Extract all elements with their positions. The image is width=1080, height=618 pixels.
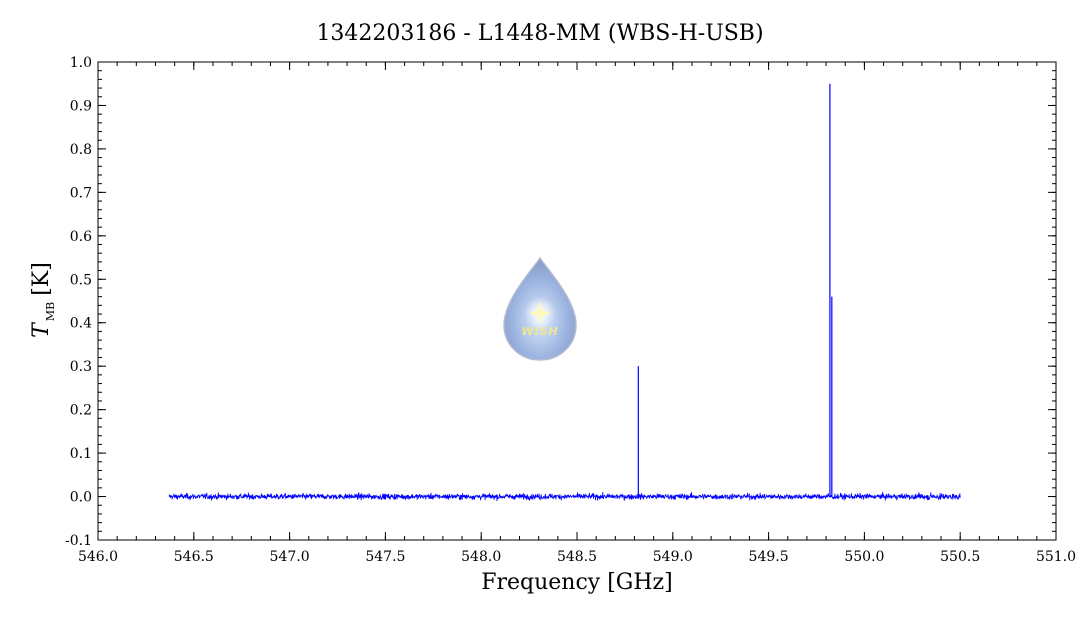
y-axis-label-unit: [K] <box>29 262 54 296</box>
x-tick-label: 550.0 <box>844 549 884 565</box>
y-tick-label: 0.1 <box>70 446 92 462</box>
y-tick-label: 0.2 <box>70 403 92 419</box>
x-tick-label: 546.0 <box>78 549 118 565</box>
plot-frame <box>97 61 1057 541</box>
y-tick-label: 0.3 <box>70 359 92 375</box>
x-tick-label: 547.0 <box>270 549 310 565</box>
y-tick-label: 0.8 <box>70 142 92 158</box>
logo-text: WISH <box>521 325 558 338</box>
x-tick-label: 548.0 <box>461 549 501 565</box>
x-tick-label: 550.5 <box>940 549 980 565</box>
series-line <box>168 491 961 502</box>
x-tick-label: 548.5 <box>557 549 597 565</box>
wish-logo: WISH <box>503 256 577 361</box>
y-axis-label-main: T <box>29 321 54 338</box>
y-tick-label: 0.7 <box>70 185 92 201</box>
x-tick-label: 551.0 <box>1036 549 1076 565</box>
y-tick-label: 0.0 <box>70 490 92 506</box>
y-tick-label: 0.4 <box>70 316 92 332</box>
x-tick-label: 549.0 <box>653 549 693 565</box>
plot-area: 546.0 546.5 547.0 547.5 548.0 548.5 549.0 549.5… <box>65 55 1076 565</box>
x-axis-label: Frequency [GHz] <box>481 570 673 595</box>
y-tick-label: 1.0 <box>70 55 92 71</box>
x-tick-label: 549.5 <box>749 549 789 565</box>
chart-title: 1342203186 - L1448-MM (WBS-H-USB) <box>316 21 763 46</box>
x-tick-label: 547.5 <box>365 549 405 565</box>
y-tick-label: 0.6 <box>70 229 92 245</box>
star-icon <box>529 301 551 325</box>
y-tick-label: 0.5 <box>70 272 92 288</box>
x-tick-label: 546.5 <box>174 549 214 565</box>
svg-text:TMB[K]: TMB [K] <box>29 262 57 338</box>
y-axis-label-sub: MB <box>44 302 57 321</box>
y-axis-label: TMB [K] <box>29 262 57 338</box>
y-tick-label: 0.9 <box>70 98 92 114</box>
y-tick-label: -0.1 <box>65 533 92 549</box>
